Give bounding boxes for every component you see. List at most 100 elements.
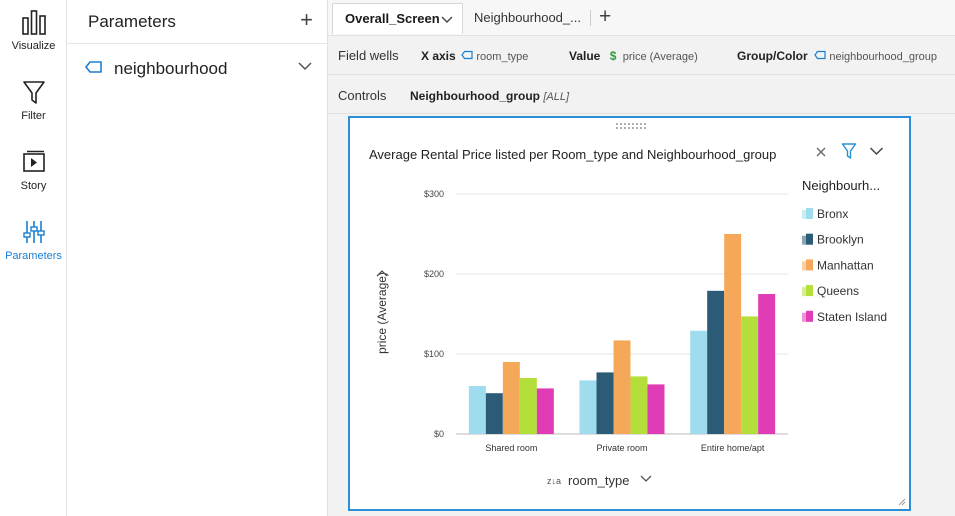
legend-swatch [806, 208, 813, 219]
chart-bars [468, 234, 776, 434]
y-tick-label: $200 [424, 269, 444, 279]
group-color-well[interactable]: Group/Color neighbourhood_group [737, 49, 937, 63]
rail-item-filter[interactable]: Filter [0, 78, 67, 122]
y-axis-sort-chevron-icon[interactable] [376, 270, 388, 277]
bar[interactable] [536, 388, 554, 434]
rail-label-parameters: Parameters [5, 250, 62, 262]
chevron-down-icon [640, 475, 652, 482]
sort-az-icon: z↓a [547, 476, 561, 486]
story-icon [22, 150, 45, 172]
bar[interactable] [579, 380, 597, 434]
drag-handle-icon[interactable] [615, 122, 647, 130]
control-name: Neighbourhood_group [410, 89, 540, 103]
y-axis-ticks: $0 $100 $200 $300 [424, 189, 444, 439]
x-axis-well[interactable]: X axis room_type [421, 49, 528, 63]
bar[interactable] [468, 386, 486, 434]
bar[interactable] [647, 384, 665, 434]
sheet-tabs: Overall_Screen Neighbourhood_... + [328, 0, 955, 36]
parameter-item-label: neighbourhood [114, 59, 228, 78]
rail-label-filter: Filter [21, 110, 46, 122]
bar-chart: $0 $100 $200 $300 Shared room Private room En… [375, 178, 887, 488]
bar[interactable] [707, 290, 725, 434]
legend-item-label[interactable]: Bronx [817, 207, 848, 221]
tab-label: Neighbourhood_... [474, 10, 581, 25]
legend-title: Neighbourh... [802, 178, 880, 193]
legend-item-label[interactable]: Staten Island [817, 310, 887, 324]
parameters-header: Parameters + [67, 0, 327, 44]
y-tick-label: $100 [424, 349, 444, 359]
x-axis-well-value: room_type [476, 51, 529, 63]
x-axis-title: room_type [568, 473, 629, 488]
funnel-icon [22, 81, 45, 104]
bar[interactable] [741, 316, 759, 434]
legend-item-label[interactable]: Manhattan [817, 258, 874, 272]
visual-card[interactable]: Average Rental Price listed per Room_typ… [348, 116, 911, 511]
controls-label: Controls [338, 88, 387, 103]
group-color-well-label: Group/Color [737, 49, 808, 63]
rail-label-story: Story [20, 180, 47, 192]
y-tick-label: $0 [434, 429, 444, 439]
chevron-down-icon[interactable] [869, 145, 884, 157]
chevron-down-icon[interactable] [297, 60, 313, 72]
bar[interactable] [502, 362, 520, 434]
bar[interactable] [485, 393, 503, 434]
legend-swatch [802, 312, 806, 322]
y-tick-label: $300 [424, 189, 444, 199]
resize-handle-icon[interactable] [897, 497, 906, 506]
legend-swatch [806, 285, 813, 297]
bar[interactable] [630, 376, 648, 434]
bar[interactable] [724, 234, 742, 434]
sliders-icon [22, 221, 45, 243]
control-neighbourhood-group[interactable]: Neighbourhood_group [ALL] [410, 89, 569, 103]
legend-swatch [806, 310, 813, 322]
add-parameter-button[interactable]: + [300, 7, 313, 32]
rail-item-story[interactable]: Story [0, 148, 67, 192]
field-wells-bar: Field wells X axis room_type Value $ pri… [328, 37, 955, 75]
bar[interactable] [613, 340, 631, 434]
tab-label: Overall_Screen [345, 11, 440, 26]
value-well[interactable]: Value $ price (Average) [569, 49, 698, 63]
bar[interactable] [596, 372, 614, 434]
dimension-tag-icon [461, 50, 473, 60]
tab-overall-screen[interactable]: Overall_Screen [332, 3, 463, 34]
x-axis-ticks: Shared room Private room Entire home/apt [485, 443, 765, 453]
legend-swatch [806, 259, 813, 271]
visual-title: Average Rental Price listed per Room_typ… [369, 147, 777, 162]
bar-chart-icon [21, 10, 46, 35]
bar[interactable] [758, 294, 776, 434]
chevron-down-icon[interactable] [441, 15, 453, 25]
x-axis-well-label: X axis [421, 49, 456, 63]
parameter-tag-icon [85, 61, 102, 73]
x-tick-label: Private room [596, 443, 647, 453]
analysis-area: Overall_Screen Neighbourhood_... + Field… [328, 0, 955, 516]
left-rail: Visualize Filter Story [0, 0, 67, 516]
legend-swatch [802, 261, 806, 271]
group-color-well-value: neighbourhood_group [829, 51, 938, 63]
controls-bar: Controls Neighbourhood_group [ALL] [328, 76, 955, 114]
value-well-value: price (Average) [622, 51, 698, 63]
legend-swatch [806, 233, 813, 245]
rail-label-visualize: Visualize [11, 40, 56, 52]
bar[interactable] [690, 330, 708, 434]
rail-item-visualize[interactable]: Visualize [0, 8, 67, 52]
control-value: [ALL] [543, 91, 570, 103]
tab-neighbourhood[interactable]: Neighbourhood_... [462, 3, 588, 34]
add-sheet-button[interactable]: + [599, 5, 612, 28]
legend-item-label[interactable]: Queens [817, 284, 859, 298]
visual-actions [815, 142, 895, 164]
parameter-item-neighbourhood[interactable]: neighbourhood [67, 52, 327, 84]
parameters-panel: Parameters + neighbourhood [67, 0, 328, 516]
close-icon[interactable] [815, 146, 827, 158]
legend-item-label[interactable]: Brooklyn [817, 233, 864, 247]
bar[interactable] [519, 378, 537, 434]
x-tick-label: Shared room [485, 443, 537, 453]
y-axis-title: price (Average) [375, 272, 389, 354]
dimension-tag-icon [814, 50, 826, 60]
x-tick-label: Entire home/apt [701, 443, 765, 453]
rail-item-parameters[interactable]: Parameters [0, 218, 67, 262]
chart-legend: Bronx Brooklyn Manhattan Queens Staten Islan… [802, 207, 887, 324]
x-axis-title-group[interactable]: z↓a room_type [547, 473, 652, 488]
filter-icon[interactable] [841, 142, 857, 160]
parameters-title: Parameters [88, 12, 176, 31]
